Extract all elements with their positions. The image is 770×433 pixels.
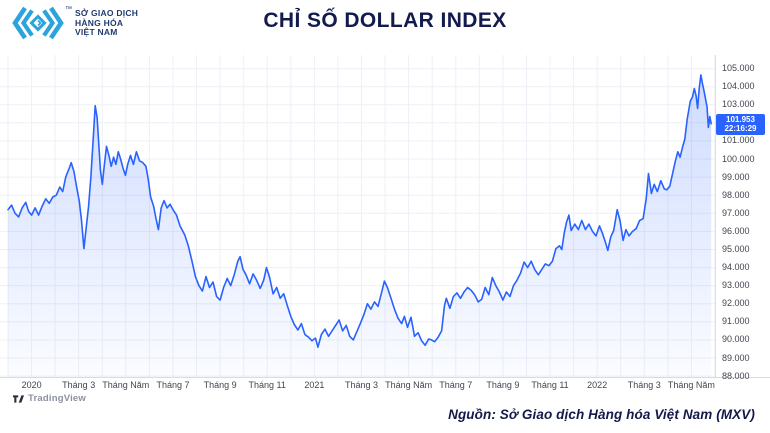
price-axis-label: 95.000 xyxy=(722,244,750,254)
price-axis-label: 104.000 xyxy=(722,81,755,92)
last-price-badge: 101.953 22:16:29 xyxy=(716,113,765,135)
source-caption: Nguồn: Sở Giao dịch Hàng hóa Việt Nam (M… xyxy=(448,407,755,422)
price-axis-label: 89.000 xyxy=(722,352,750,363)
tradingview-label: TradingView xyxy=(28,393,86,404)
time-axis-label: Tháng 9 xyxy=(203,380,237,390)
price-axis-label: 96.000 xyxy=(722,225,750,236)
price-axis-label: 93.000 xyxy=(722,280,750,291)
area-fill xyxy=(8,74,712,378)
logo-line-2: HÀNG HÓA xyxy=(75,17,124,28)
price-axis-label: 101.000 xyxy=(722,135,755,146)
last-price-value: 101.953 xyxy=(726,114,755,124)
mxv-chevrons-icon xyxy=(12,6,64,40)
time-axis-label: Tháng 7 xyxy=(439,380,473,390)
page-title: CHỈ SỐ DOLLAR INDEX xyxy=(263,9,507,32)
time-axis-label: Tháng 7 xyxy=(156,380,190,390)
time-axis-label: Tháng 3 xyxy=(627,380,661,390)
price-axis-label: 99.000 xyxy=(722,171,750,182)
tradingview-icon xyxy=(13,394,24,403)
time-axis-label: Tháng Năm xyxy=(667,380,715,390)
price-axis-label: 97.000 xyxy=(722,207,750,218)
price-axis-label: 94.000 xyxy=(722,262,750,273)
time-axis-label: Tháng Năm xyxy=(102,380,150,390)
time-axis-label: 2020 xyxy=(21,380,42,390)
mxv-logo-text: SỞ GIAO DỊCH HÀNG HÓA VIỆT NAM xyxy=(75,8,139,38)
mxv-logo: ™ SỞ GIAO DỊCH HÀNG HÓA VIỆT NAM xyxy=(12,6,138,40)
time-axis-label: Tháng Năm xyxy=(385,380,433,390)
time-axis-label: Tháng 3 xyxy=(344,380,379,390)
price-axis-label: 91.000 xyxy=(722,316,750,327)
price-axis-label: 90.000 xyxy=(722,334,750,345)
logo-line-3: VIỆT NAM xyxy=(75,27,118,37)
price-axis-label: 98.000 xyxy=(722,189,750,200)
price-axis-label: 88.000 xyxy=(722,370,750,381)
tradingview-attribution[interactable]: TradingView xyxy=(13,393,86,404)
time-axis-label: 2022 xyxy=(587,380,608,390)
time-axis-label: 2021 xyxy=(304,380,325,390)
time-axis-label: Tháng 11 xyxy=(248,380,286,390)
time-axis-label: Tháng 11 xyxy=(531,380,569,390)
time-axis-label: Tháng 3 xyxy=(62,380,96,390)
countdown-timer: 22:16:29 xyxy=(724,123,757,133)
time-axis-label: Tháng 9 xyxy=(486,380,520,390)
price-line xyxy=(7,74,712,348)
price-axis-label: 105.000 xyxy=(722,63,755,74)
logo-line-1: SỞ GIAO DỊCH xyxy=(75,8,139,18)
price-axis-label: 100.000 xyxy=(722,153,755,164)
price-axis-label: 103.000 xyxy=(722,99,755,110)
price-axis-label: 92.000 xyxy=(722,298,750,309)
trademark-symbol: ™ xyxy=(65,6,72,13)
